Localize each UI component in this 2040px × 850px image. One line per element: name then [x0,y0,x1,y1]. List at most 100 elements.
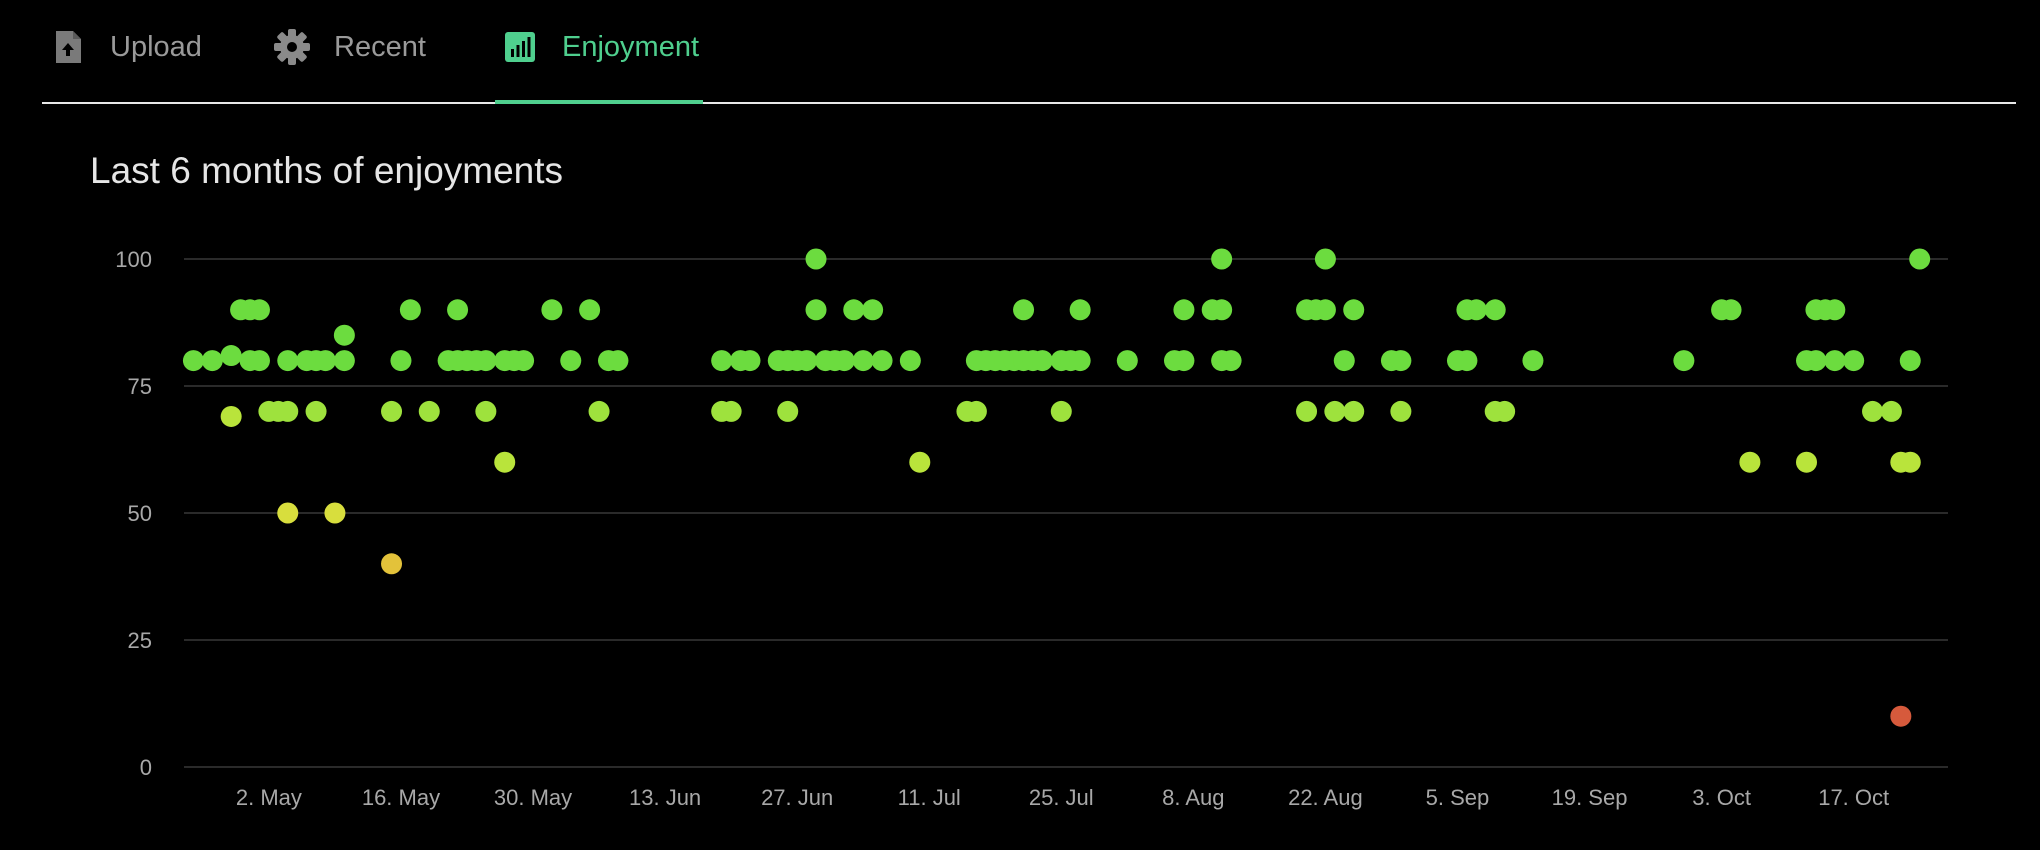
data-point [1843,350,1865,372]
data-point [899,350,921,372]
data-point [1890,705,1912,727]
x-tick-label: 13. Jun [629,785,701,810]
data-point [1899,350,1921,372]
data-point [1220,350,1242,372]
data-point [1494,400,1516,422]
data-point [833,350,855,372]
data-point [1343,299,1365,321]
data-point [1880,400,1902,422]
data-point [1862,400,1884,422]
data-point [1069,299,1091,321]
data-point [248,350,270,372]
x-tick-label: 22. Aug [1288,785,1363,810]
data-point [1824,299,1846,321]
x-tick-label: 16. May [362,785,440,810]
data-point [475,400,497,422]
data-point [1211,299,1233,321]
data-point [201,350,223,372]
data-point [1673,350,1695,372]
data-point [333,350,355,372]
data-point [248,299,270,321]
x-tick-label: 5. Sep [1426,785,1490,810]
data-point [871,350,893,372]
data-point [1805,350,1827,372]
data-point [333,324,355,346]
tab-label: Upload [110,30,202,63]
data-point [381,553,403,575]
tab-recent[interactable]: Recent [272,22,426,72]
x-tick-label: 3. Oct [1692,785,1751,810]
data-point [1465,299,1487,321]
data-point [1324,400,1346,422]
data-point [862,299,884,321]
tab-label: Recent [334,30,426,63]
data-point [607,350,629,372]
data-point [1390,350,1412,372]
gear-icon [272,27,312,67]
data-point [711,350,733,372]
data-point [513,350,535,372]
data-point [1069,350,1091,372]
data-point [796,350,818,372]
data-point [277,502,299,524]
active-tab-indicator [495,100,703,104]
data-point [1909,248,1931,270]
data-point [1899,451,1921,473]
y-tick-label: 0 [140,755,152,780]
y-tick-label: 25 [128,628,152,653]
page-title: Last 6 months of enjoyments [90,150,564,191]
data-point [579,299,601,321]
data-point [777,400,799,422]
data-point [1824,350,1846,372]
data-point [1211,248,1233,270]
data-point [1720,299,1742,321]
data-point [1013,299,1035,321]
data-point [1116,350,1138,372]
data-point [1456,350,1478,372]
data-point [560,350,582,372]
data-point [1050,400,1072,422]
data-point [220,345,242,367]
data-point [720,400,742,422]
y-tick-label: 50 [128,501,152,526]
data-point [852,350,874,372]
data-point [1314,248,1336,270]
data-point [1343,400,1365,422]
upload-file-icon [48,27,88,67]
x-tick-label: 11. Jul [898,785,961,810]
tab-bar: Upload Recent [42,0,2016,104]
x-tick-label: 27. Jun [761,785,833,810]
data-point [305,400,327,422]
tab-label: Enjoyment [562,30,700,63]
data-point [277,400,299,422]
data-point [418,400,440,422]
data-points [182,248,1931,727]
data-point [220,405,242,427]
tab-upload[interactable]: Upload [48,22,202,72]
data-point [390,350,412,372]
data-point [381,400,403,422]
data-point [1484,299,1506,321]
tab-enjoyment[interactable]: Enjoyment [500,22,699,72]
data-point [1314,299,1336,321]
bar-chart-icon [500,27,540,67]
data-point [182,350,204,372]
data-point [541,299,563,321]
data-point [314,350,336,372]
data-point [1173,299,1195,321]
data-point [324,502,346,524]
data-point [1390,400,1412,422]
x-tick-label: 8. Aug [1162,785,1224,810]
data-point [843,299,865,321]
data-point [805,299,827,321]
data-point [1031,350,1053,372]
y-tick-label: 75 [128,374,152,399]
data-point [588,400,610,422]
data-point [1739,451,1761,473]
data-point [1173,350,1195,372]
data-point [277,350,299,372]
x-tick-label: 30. May [494,785,572,810]
data-point [909,451,931,473]
data-point [475,350,497,372]
